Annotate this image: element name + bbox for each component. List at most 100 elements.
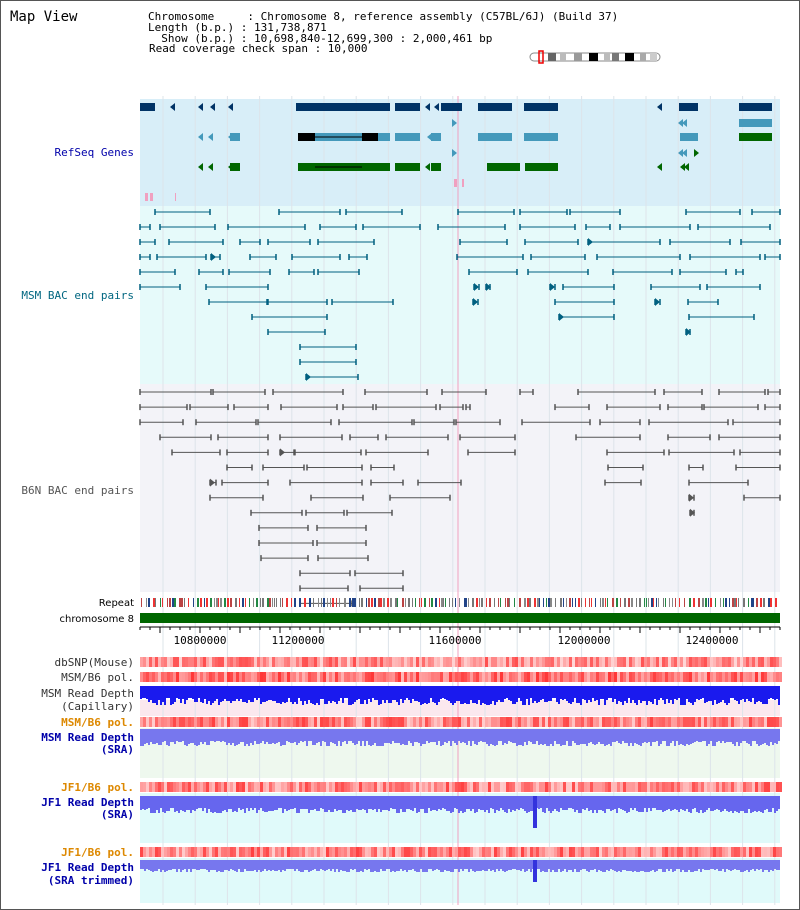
depth-bar: [248, 796, 250, 811]
depth-bar: [472, 796, 474, 809]
depth-bar: [204, 860, 206, 869]
depth-bar: [502, 729, 504, 745]
axis-tick-label: 12400000: [686, 634, 739, 647]
repeat-mark: [368, 598, 370, 607]
depth-bar: [536, 686, 538, 703]
depth-bar: [196, 860, 198, 870]
depth-bar: [756, 796, 758, 812]
depth-bar: [364, 686, 366, 700]
refseq-genes-label[interactable]: RefSeq Genes: [55, 146, 134, 159]
heat-cell: [461, 672, 464, 682]
heat-cell: [593, 672, 596, 682]
depth-bar: [346, 796, 348, 810]
msm-bac-label[interactable]: MSM BAC end pairs: [21, 289, 134, 302]
heat-cell: [308, 672, 311, 682]
heat-cell: [158, 717, 161, 727]
heat-cell: [773, 717, 776, 727]
heat-cell: [695, 782, 698, 792]
gene-block: [478, 103, 512, 111]
depth-bar: [458, 729, 460, 741]
repeat-mark: [534, 598, 536, 607]
heat-cell: [326, 672, 329, 682]
depth-bar: [522, 729, 524, 746]
heat-cell: [611, 672, 614, 682]
depth-bar: [382, 686, 384, 700]
heat-cell: [521, 672, 524, 682]
depth-bar: [722, 729, 724, 741]
heat-cell: [773, 672, 776, 682]
depth-bar: [586, 686, 588, 703]
depth-bar: [190, 860, 192, 872]
heat-cell: [434, 672, 437, 682]
repeat-mark: [581, 598, 582, 607]
depth-bar: [622, 860, 624, 870]
depth-bar: [370, 860, 372, 872]
depth-bar: [342, 729, 344, 742]
depth-bar: [400, 796, 402, 809]
repeat-mark: [162, 598, 163, 607]
depth-bar: [728, 796, 730, 812]
repeat-mark: [449, 598, 450, 607]
depth-bar: [530, 860, 532, 872]
chromosome-ideogram[interactable]: [529, 50, 661, 64]
depth-bar: [166, 860, 168, 871]
depth-bar: [594, 686, 596, 701]
heat-cell: [488, 717, 491, 727]
heat-cell: [539, 657, 542, 667]
heat-cell: [326, 657, 329, 667]
heat-cell: [338, 717, 341, 727]
b6n-bac-label[interactable]: B6N BAC end pairs: [21, 484, 134, 497]
heat-cell: [380, 717, 383, 727]
bac-end-arrow: [690, 508, 695, 517]
depth-bar: [446, 796, 448, 811]
heat-cell: [209, 672, 212, 682]
depth-bar: [754, 729, 756, 741]
depth-bar: [562, 686, 564, 700]
heat-cell: [422, 782, 425, 792]
heat-cell: [470, 717, 473, 727]
depth-bar: [582, 860, 584, 869]
depth-bar: [608, 729, 610, 744]
depth-bar: [606, 860, 608, 870]
heat-cell: [236, 672, 239, 682]
heat-cell: [176, 672, 179, 682]
depth-bar: [734, 860, 736, 869]
heat-cell: [695, 847, 698, 857]
heat-cell: [224, 847, 227, 857]
depth-bar: [774, 860, 776, 869]
depth-bar: [312, 686, 314, 704]
heat-cell: [710, 672, 713, 682]
heat-cell: [560, 782, 563, 792]
heat-cell: [140, 717, 143, 727]
depth-bar: [202, 796, 204, 811]
depth-bar: [404, 796, 406, 812]
depth-bar: [778, 729, 780, 741]
depth-bar: [166, 796, 168, 811]
heat-cell: [659, 672, 662, 682]
heat-cell: [734, 717, 737, 727]
msm-bac-track[interactable]: [139, 209, 781, 381]
gene-strand-arrow: [198, 103, 203, 111]
heat-cell: [560, 672, 563, 682]
depth-bar: [324, 860, 326, 871]
depth-bar: [252, 860, 254, 871]
heat-cell: [575, 657, 578, 667]
depth-bar: [152, 860, 154, 872]
axis-tick-label: 11600000: [429, 634, 482, 647]
heat-cell: [551, 847, 554, 857]
depth-bar: [750, 686, 752, 702]
depth-bar: [512, 860, 514, 869]
heat-cell: [422, 657, 425, 667]
depth-bar: [202, 729, 204, 744]
depth-bar: [770, 729, 772, 742]
depth-bar: [260, 860, 262, 872]
b6n-bac-track[interactable]: [139, 389, 781, 607]
depth-bar: [738, 686, 740, 704]
heat-cell: [611, 717, 614, 727]
refseq-genes-track[interactable]: [140, 103, 772, 201]
depth-bar: [584, 729, 586, 744]
heat-cell: [173, 657, 176, 667]
polymorphism-heat-tracks: [140, 657, 782, 857]
heat-cell: [608, 657, 611, 667]
heat-cell: [401, 657, 404, 667]
